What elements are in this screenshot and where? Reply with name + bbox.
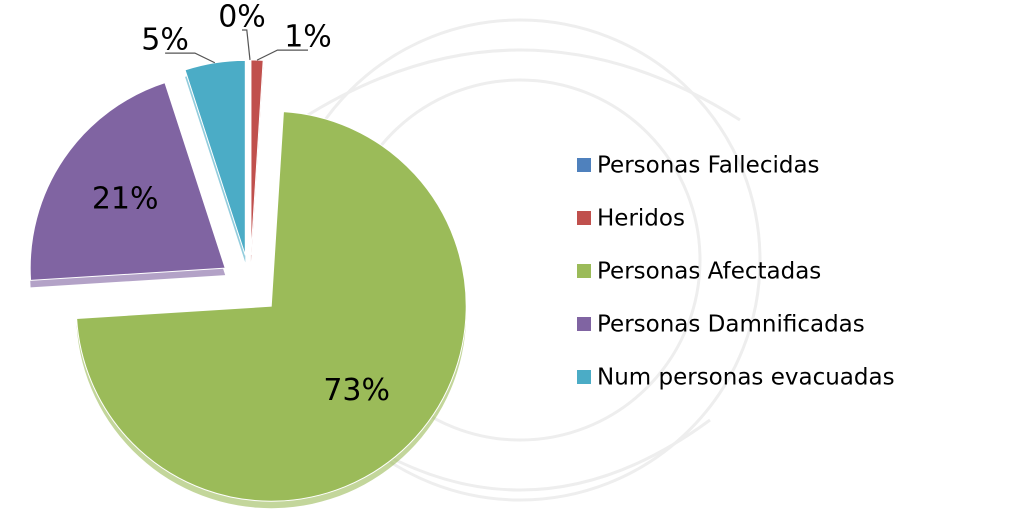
legend-marker [577,211,591,225]
data-label: 1% [284,20,332,55]
legend-marker [577,370,591,384]
legend-label: Num personas evacuadas [597,365,895,391]
pie-slice [184,59,246,256]
leader-line [165,52,216,64]
background-watermark [278,18,762,502]
legend-label: Personas Fallecidas [597,153,820,179]
legend-label: Personas Damnificadas [597,312,865,338]
data-label: 73% [323,373,390,408]
data-label: 0% [218,0,266,35]
legend-marker [577,317,591,331]
leader-line [242,29,251,61]
pie-slice [250,59,264,256]
legend-label: Heridos [597,206,685,232]
legend-marker [577,158,591,172]
pie-slice [29,82,226,281]
legend-marker [577,264,591,278]
leader-line [256,49,309,61]
data-label: 5% [141,23,189,58]
data-label: 21% [92,182,159,217]
legend-label: Personas Afectadas [597,259,821,285]
pie-slice [76,111,467,502]
